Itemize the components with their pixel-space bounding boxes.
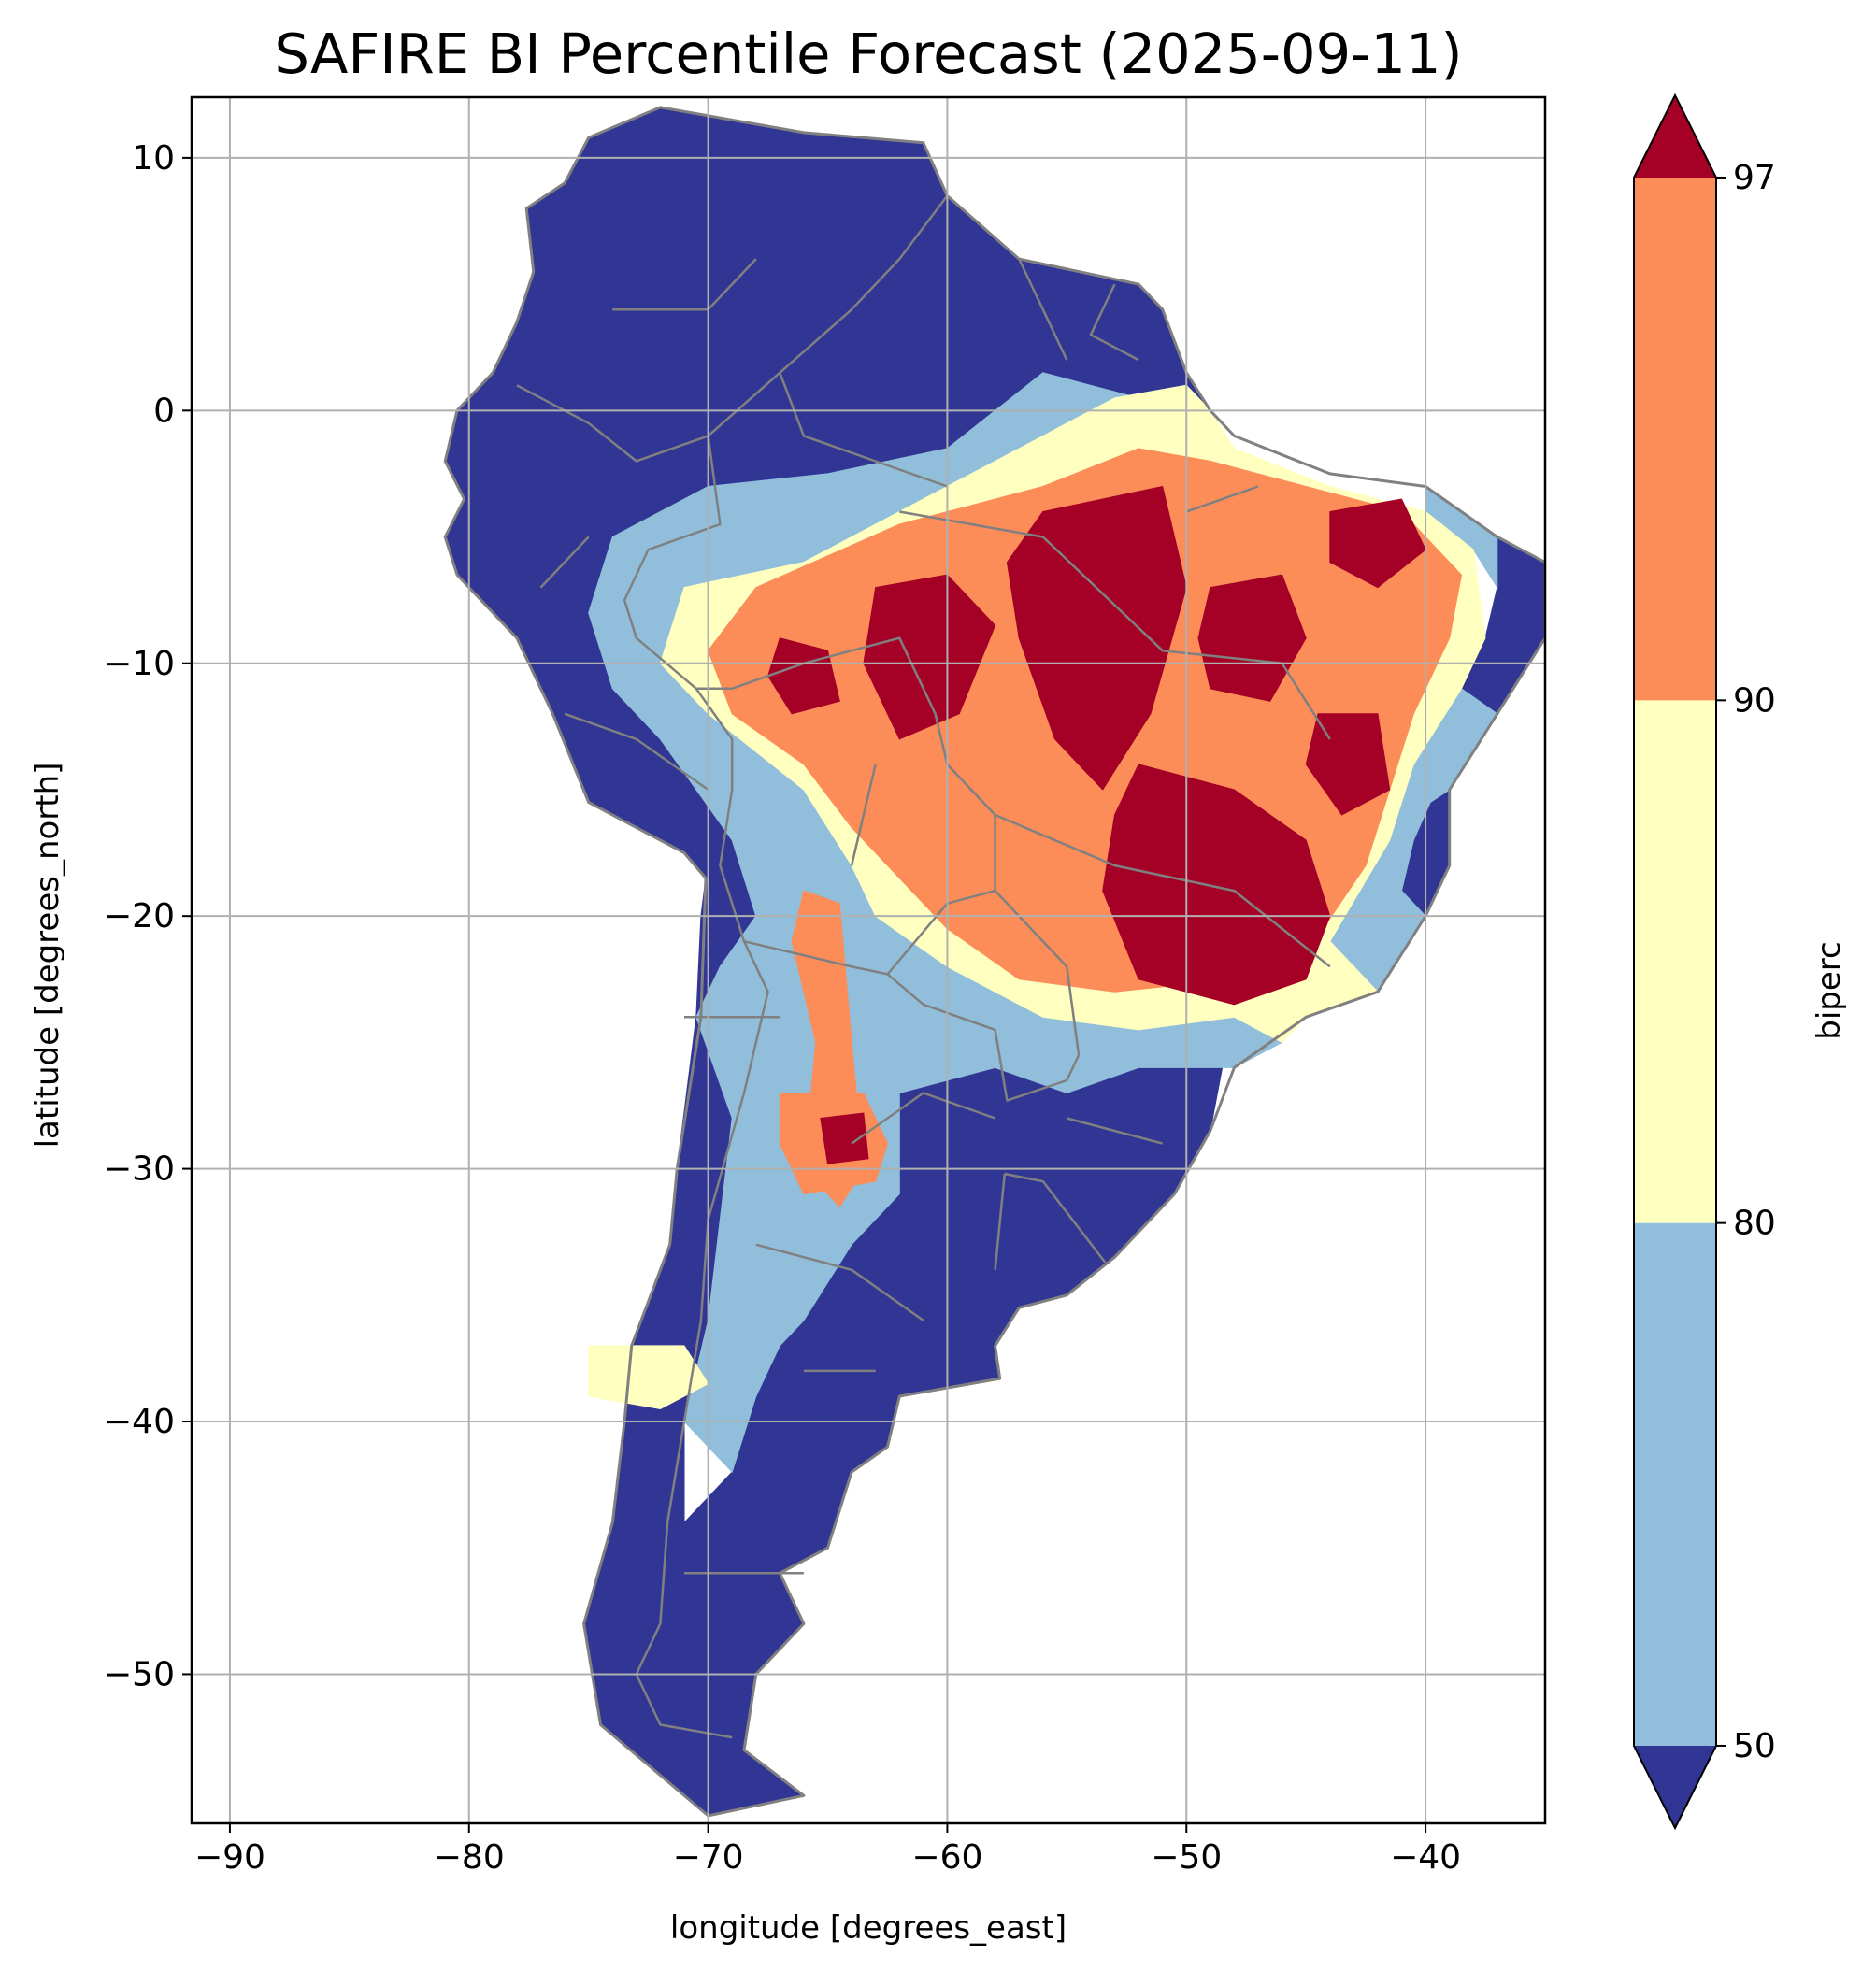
y-tick-label: −30 (104, 1150, 175, 1189)
y-tick-label: 0 (153, 392, 175, 430)
x-tick-label: −60 (911, 1838, 982, 1877)
country-border-9 (1089, 283, 1139, 362)
country-border-22 (1066, 1117, 1164, 1145)
region-17 (1197, 574, 1307, 702)
colorbar-over-extension (1634, 95, 1716, 178)
colorbar-tick-label: 80 (1733, 1205, 1776, 1243)
colorbar-bin-2 (1634, 178, 1716, 701)
region-21 (820, 1112, 869, 1164)
x-axis-label: longitude [degrees_east] (670, 1909, 1067, 1947)
region-19 (1329, 498, 1426, 589)
map-plot-area (190, 95, 1547, 1825)
colorbar: 50 80 90 97 biperc (1633, 93, 1848, 1831)
chart-title: SAFIRE BI Percentile Forecast (2025-09-1… (274, 21, 1462, 86)
x-tick-label: −50 (1151, 1838, 1222, 1877)
y-tick-label: 10 (132, 139, 175, 178)
region-18 (767, 637, 840, 715)
colorbar-under-extension (1634, 1746, 1716, 1828)
region-14 (1006, 485, 1187, 791)
colorbar-bin-0 (1634, 1222, 1716, 1746)
region-15 (1102, 764, 1331, 1006)
country-border-13 (755, 1243, 924, 1321)
country-border-18 (539, 536, 590, 589)
country-border-20 (850, 764, 877, 866)
x-axis-ticks: −90 −80 −70 −60 −50 −40 (194, 1823, 1461, 1877)
region-20 (1305, 713, 1391, 816)
y-axis-ticks: 10 0 −10 −20 −30 −40 −50 (104, 139, 192, 1693)
plot-frame (190, 95, 1547, 1825)
country-border-12 (851, 1092, 996, 1145)
colorbar-ticks: 50 80 90 97 (1716, 159, 1776, 1765)
country-border-5 (1004, 1172, 1107, 1264)
y-tick-label: −50 (104, 1655, 175, 1693)
country-border-21 (1185, 485, 1259, 513)
colorbar-tick-label: 50 (1733, 1727, 1776, 1765)
country-border-7 (779, 372, 948, 488)
coastline (443, 106, 1545, 1818)
region-10 (588, 1345, 709, 1410)
colorbar-bins (1634, 178, 1716, 1746)
country-border-8 (1018, 258, 1068, 361)
y-tick-label: −10 (104, 645, 175, 683)
country-border-11 (995, 813, 1331, 968)
country-border-10 (899, 510, 1331, 740)
gridlines (192, 97, 1545, 1823)
colorbar-label: biperc (1811, 941, 1848, 1039)
x-tick-label: −40 (1390, 1838, 1461, 1877)
country-border-6 (994, 1173, 1007, 1270)
percentile-region-layer (444, 107, 1545, 1817)
country-border-0 (516, 194, 949, 463)
y-tick-label: −20 (104, 897, 175, 936)
y-axis-label: latitude [degrees_north] (29, 763, 66, 1149)
country-border-4 (886, 973, 1081, 1102)
colorbar-bin-1 (1634, 700, 1716, 1223)
country-border-17 (564, 712, 709, 792)
x-tick-label: −70 (673, 1838, 744, 1877)
colorbar-tick-label: 97 (1733, 159, 1776, 197)
x-tick-label: −90 (194, 1838, 265, 1877)
colorbar-tick-label: 90 (1733, 681, 1776, 720)
y-tick-label: −40 (104, 1403, 175, 1441)
x-tick-label: −80 (434, 1838, 505, 1877)
